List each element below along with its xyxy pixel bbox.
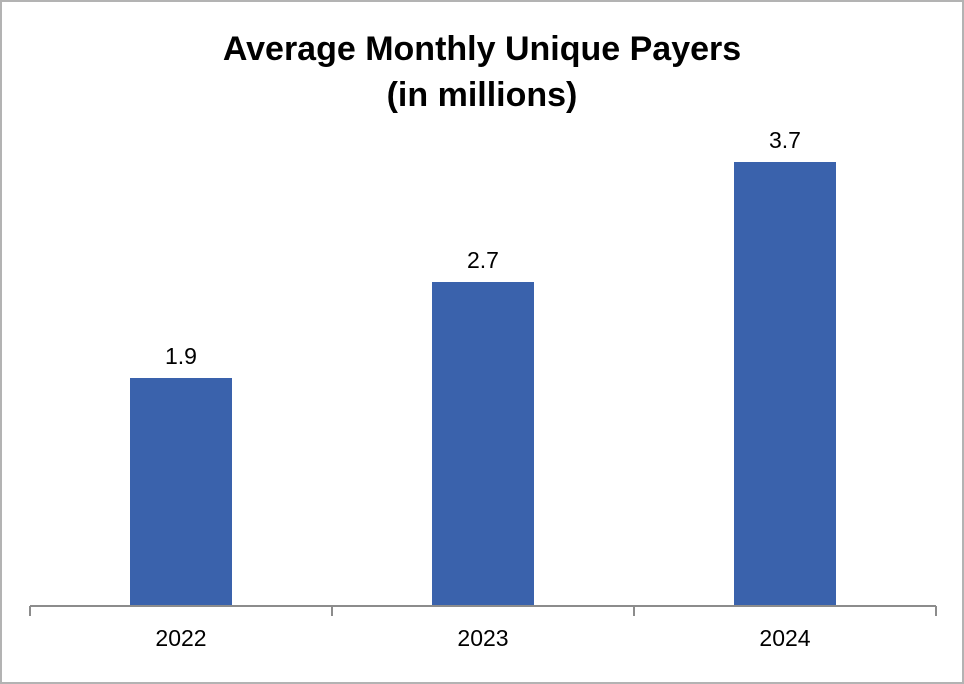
- bar-2024: [734, 162, 836, 606]
- chart-title-line-1: Average Monthly Unique Payers: [222, 30, 742, 68]
- bar-2023: [432, 282, 534, 606]
- data-label-2023: 2.7: [467, 247, 499, 273]
- x-tick-label-2024: 2024: [759, 625, 810, 651]
- bar-2022: [130, 378, 232, 606]
- data-label-2022: 1.9: [165, 343, 197, 369]
- x-tick-label-2023: 2023: [457, 625, 508, 651]
- data-label-2024: 3.7: [769, 127, 801, 153]
- chart-title-line-2: (in millions): [386, 76, 578, 114]
- chart-title: Average Monthly Unique Payers (in millio…: [0, 26, 964, 118]
- x-tick-label-2022: 2022: [155, 625, 206, 651]
